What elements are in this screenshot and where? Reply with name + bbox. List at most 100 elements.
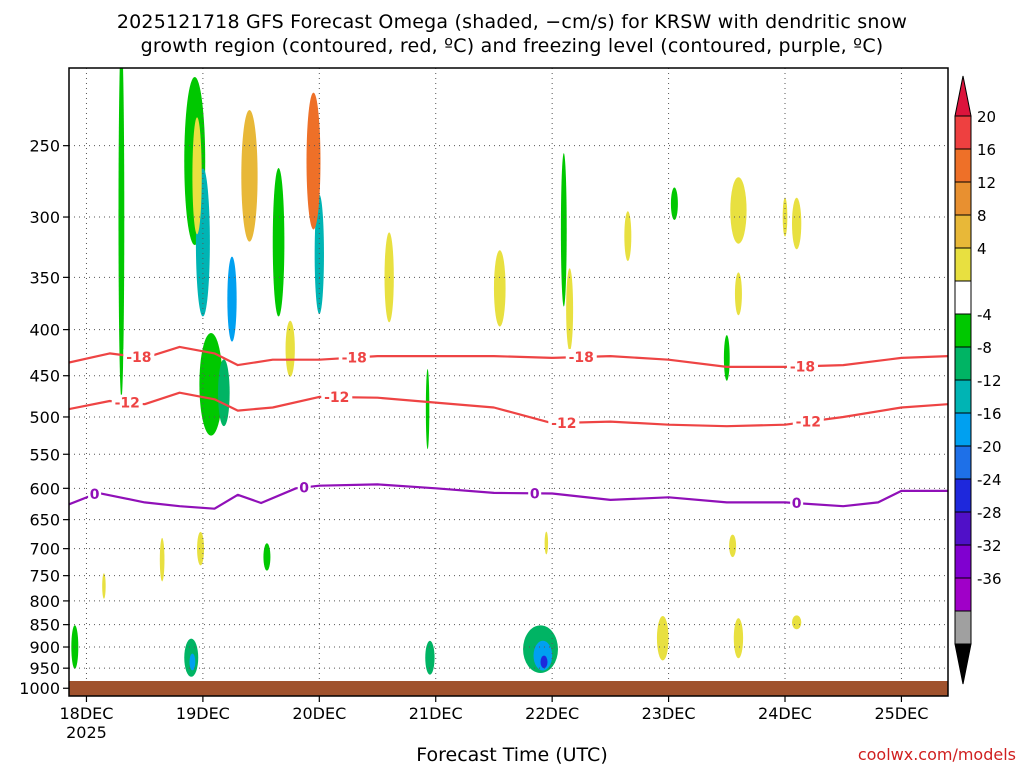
colorbar-segment (954, 379, 972, 414)
omega-region (263, 543, 271, 571)
colorbar-label: -4 (977, 306, 992, 324)
contour-label-bg (321, 389, 353, 406)
contour-label: 0 (90, 487, 100, 503)
colorbar-label: -8 (977, 339, 992, 357)
colorbar-label: -28 (977, 504, 1002, 522)
omega-region (624, 211, 632, 262)
colorbar-label: -24 (977, 471, 1002, 489)
colorbar-segment (954, 544, 972, 579)
contour-label-bg (297, 479, 311, 496)
colorbar-label: 4 (977, 240, 987, 258)
y-tick-label: 950 (29, 659, 60, 678)
terrain-ground-band (69, 681, 948, 696)
colorbar-segment (954, 181, 972, 216)
y-tick-label: 800 (29, 592, 60, 611)
x-tick-label: 25DEC (874, 704, 928, 723)
colorbar-label: -16 (977, 405, 1002, 423)
omega-region (544, 531, 549, 555)
colorbar-label: 12 (977, 174, 996, 192)
omega-region (192, 117, 202, 235)
omega-region (493, 250, 506, 327)
contour-label-bg (548, 414, 580, 431)
contour-label: 0 (530, 486, 540, 502)
contour-label-bg (528, 485, 542, 502)
contour-label: 0 (792, 496, 802, 512)
y-tick-label: 700 (29, 540, 60, 559)
contour-label-bg (792, 413, 824, 430)
colorbar-top-triangle (954, 75, 972, 117)
x-tick-label: 24DEC (758, 704, 812, 723)
source-credit: coolwx.com/models (857, 745, 1016, 764)
contour-label: -12 (324, 390, 349, 406)
omega-region (730, 177, 747, 244)
omega-region (734, 272, 742, 316)
omega-region (241, 109, 258, 242)
colorbar-segment (954, 445, 972, 480)
colorbar-label: 16 (977, 141, 996, 159)
x-tick-label: 19DEC (176, 704, 230, 723)
contour-label-bg (88, 486, 102, 503)
y-tick-label: 600 (29, 479, 60, 498)
omega-region (533, 640, 553, 671)
colorbar-label: -20 (977, 438, 1002, 456)
plot-border (68, 67, 949, 697)
y-tick-label: 1000 (19, 679, 60, 698)
omega-region (306, 92, 321, 230)
omega-region (199, 332, 223, 436)
y-tick-label: 250 (29, 137, 60, 156)
omega-region (159, 537, 165, 582)
colorbar-bottom-triangle (954, 643, 972, 685)
x-axis-title: Forecast Time (UTC) (416, 744, 608, 766)
contour-label: -18 (569, 350, 594, 366)
omega-region (540, 655, 548, 669)
omega-region (218, 359, 230, 427)
colorbar-segment (954, 577, 972, 612)
x-tick-label: 23DEC (642, 704, 696, 723)
colorbar-legend: 20 16 12 8 4 -4 -8 -12 -16 -20 -24 -28 -32 -36 (954, 75, 1002, 685)
colorbar-label: -32 (977, 537, 1002, 555)
contour-label: -12 (796, 415, 821, 431)
omega-region (791, 197, 802, 250)
omega-region (118, 68, 125, 399)
y-tick-label: 500 (29, 408, 60, 427)
omega-region (566, 268, 574, 351)
contour-label-bg (111, 394, 143, 411)
omega-region (723, 335, 730, 381)
colorbar-segment (954, 412, 972, 447)
contour-label-bg (338, 349, 370, 366)
contour-label-bg (565, 349, 597, 366)
omega-region (272, 168, 285, 317)
colorbar-label: 8 (977, 207, 987, 225)
colorbar-segment (954, 214, 972, 249)
y-tick-label: 450 (29, 367, 60, 386)
colorbar-segment (954, 115, 972, 150)
x-tick-label: 22DEC (525, 704, 579, 723)
y-tick-label: 300 (29, 208, 60, 227)
omega-region (782, 197, 788, 237)
y-tick-label: 350 (29, 268, 60, 287)
contour-line-minus12 (69, 391, 948, 428)
omega-region (102, 573, 106, 599)
contour-label: -12 (551, 416, 576, 432)
x-year-label: 2025 (66, 723, 107, 742)
contour-label-bg (786, 358, 818, 375)
chart-title-line-1: 2025121718 GFS Forecast Omega (shaded, −… (116, 11, 908, 33)
chart-title-line-2: growth region (contoured, red, ºC) and f… (140, 35, 884, 57)
omega-region (791, 615, 802, 630)
contour-label: -12 (115, 396, 140, 412)
contour-label: -18 (126, 350, 151, 366)
colorbar-segment (954, 148, 972, 183)
omega-region (285, 320, 295, 377)
contour-label: 0 (299, 480, 309, 496)
omega-region (425, 368, 430, 450)
x-tick-label: 18DEC (59, 704, 113, 723)
temperature-contours: -18 -18 -18 -18 -12 -12 -12 -12 0 0 0 0 (69, 345, 948, 512)
colorbar-segment (954, 280, 972, 315)
omega-region (197, 531, 205, 566)
contour-line-minus18 (69, 345, 948, 368)
y-tick-label: 650 (29, 511, 60, 530)
y-tick-label: 550 (29, 445, 60, 464)
colorbar-label: -36 (977, 570, 1002, 588)
colorbar-label: 20 (977, 108, 996, 126)
colorbar-segment (954, 247, 972, 282)
